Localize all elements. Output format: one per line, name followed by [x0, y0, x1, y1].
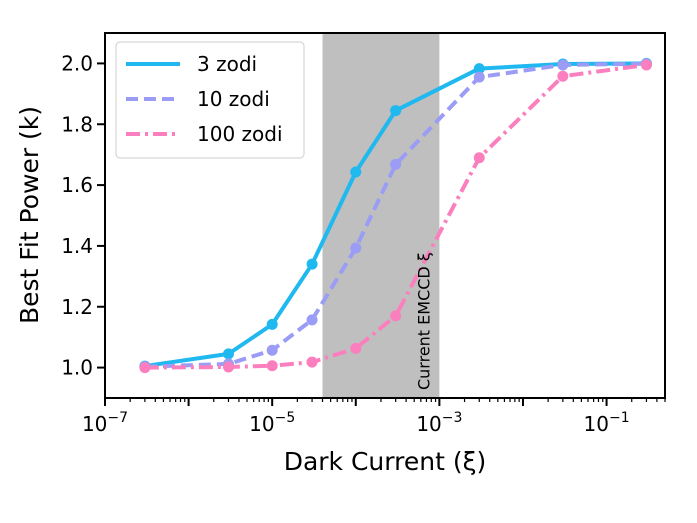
- data-point: [350, 342, 362, 354]
- data-point: [350, 166, 362, 178]
- y-tick-label: 1.4: [61, 234, 93, 258]
- y-tick-label: 2.0: [61, 51, 93, 75]
- data-point: [473, 63, 485, 75]
- data-point: [557, 59, 569, 71]
- y-tick-label: 1.2: [61, 295, 93, 319]
- y-axis-title: Best Fit Power (k): [15, 106, 44, 324]
- data-point: [640, 59, 652, 71]
- major-ticks: [97, 62, 608, 406]
- data-point: [306, 356, 318, 368]
- annotation-current-emccd: Current EMCCD ξ: [414, 252, 433, 390]
- data-point: [266, 360, 278, 372]
- series-points: [139, 57, 652, 374]
- data-point: [306, 258, 318, 270]
- x-axis-title: Dark Current (ξ): [284, 447, 487, 476]
- data-point: [390, 105, 402, 117]
- x-tick-label: 10−5: [249, 410, 295, 436]
- data-point: [350, 242, 362, 254]
- x-tick-label: 10−3: [416, 410, 462, 436]
- series-line: [144, 62, 647, 370]
- y-tick-label: 1.6: [61, 173, 93, 197]
- plot-frame: [104, 32, 666, 399]
- shaded-region: [322, 33, 440, 398]
- y-tick-labels: 1.0 1.2 1.4 1.6 1.8 2.0: [61, 51, 93, 379]
- legend-box: [115, 41, 305, 159]
- legend: 3 zodi 10 zodi 100 zodi: [115, 41, 305, 159]
- data-point: [222, 348, 234, 360]
- data-point: [390, 158, 402, 170]
- data-point: [266, 318, 278, 330]
- data-point: [222, 361, 234, 373]
- data-point: [557, 70, 569, 82]
- y-tick-label: 1.8: [61, 112, 93, 136]
- data-point: [473, 152, 485, 164]
- x-tick-labels: 10−7 10−5 10−3 10−1: [82, 410, 630, 436]
- data-point: [139, 362, 151, 374]
- legend-label: 10 zodi: [197, 87, 270, 111]
- legend-label: 3 zodi: [197, 52, 257, 76]
- x-tick-label: 10−1: [584, 410, 630, 436]
- data-point: [266, 344, 278, 356]
- data-point: [390, 310, 402, 322]
- y-tick-label: 1.0: [61, 356, 93, 380]
- legend-label: 100 zodi: [197, 122, 283, 146]
- data-point: [473, 71, 485, 83]
- data-point: [306, 314, 318, 326]
- x-tick-label: 10−7: [82, 410, 128, 436]
